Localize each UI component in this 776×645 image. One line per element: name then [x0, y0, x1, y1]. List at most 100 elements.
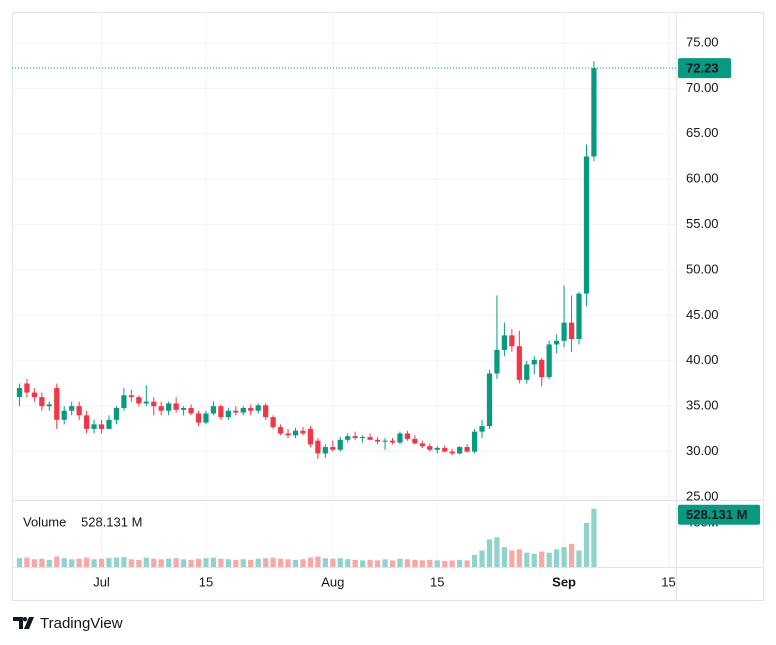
y-tick-label: 65.00 — [686, 125, 719, 140]
x-tick-label: 15 — [661, 574, 675, 589]
candle-body — [367, 437, 373, 440]
volume-bar — [315, 556, 321, 567]
last-price-box — [678, 58, 731, 79]
marks — [12, 61, 676, 567]
candle-body — [128, 395, 134, 398]
candle-body — [404, 433, 411, 439]
volume-bar — [583, 522, 590, 567]
candle-body — [54, 388, 60, 420]
volume-bar — [121, 557, 127, 567]
candle-body — [210, 406, 217, 414]
volume-bar — [255, 558, 261, 567]
candle-body — [501, 335, 508, 350]
x-tick-label: Jul — [93, 574, 110, 589]
volume-bar — [292, 559, 299, 567]
candle-body — [561, 322, 567, 341]
x-tick-label: Aug — [321, 574, 344, 589]
volume-bar — [464, 560, 470, 567]
volume-bar — [203, 558, 209, 567]
volume-bar — [195, 558, 202, 567]
volume-bar — [91, 559, 97, 567]
volume-bar — [300, 559, 306, 567]
time-axis: Jul 15 Aug 15 Sep 15 — [93, 574, 676, 589]
volume-bar — [486, 539, 493, 567]
volume-bar — [561, 547, 567, 567]
volume-bar — [471, 554, 478, 567]
candle-body — [374, 439, 381, 442]
candle-body — [277, 427, 284, 434]
candle-body — [315, 440, 321, 454]
volume-bar — [330, 558, 336, 567]
volume-bar — [270, 557, 276, 567]
candle-body — [486, 373, 493, 427]
volume-bar — [69, 559, 75, 567]
volume-legend-title: Volume — [23, 514, 66, 529]
volume-bar — [180, 559, 187, 567]
last-price-label: 72.23 — [686, 61, 719, 76]
candle-body — [69, 406, 75, 411]
candle-body — [143, 401, 149, 404]
candle-body — [203, 413, 209, 423]
volume-bar — [113, 557, 120, 567]
brand-name: TradingView — [40, 615, 123, 632]
volume-bar — [76, 558, 82, 567]
volume-bar — [568, 543, 575, 567]
last-volume-box — [678, 504, 760, 525]
x-tick-label: 15 — [430, 574, 444, 589]
volume-bar — [188, 559, 194, 567]
candle-body — [568, 322, 575, 339]
volume-bar — [24, 557, 30, 567]
volume-bar — [389, 560, 396, 567]
volume-bar — [143, 557, 149, 567]
candle-body — [24, 383, 30, 393]
candle-body — [576, 293, 582, 339]
volume-bar — [531, 553, 537, 567]
brand-logo — [13, 617, 34, 629]
volume-bar — [524, 552, 530, 567]
volume-bar — [479, 550, 485, 567]
volume-bar — [151, 558, 157, 567]
volume-bar — [322, 558, 328, 567]
volume-bar — [374, 560, 381, 567]
candle-body — [300, 430, 306, 434]
volume-bar — [576, 550, 582, 567]
x-tick-label: 15 — [199, 574, 213, 589]
volume-bar — [16, 558, 23, 567]
volume-bar — [546, 552, 552, 567]
candle-body — [292, 430, 299, 436]
x-tick-label: Sep — [552, 574, 576, 589]
candle-body — [218, 406, 224, 418]
candle-body — [98, 424, 105, 429]
volume-bar — [419, 560, 425, 567]
volume-bar — [158, 559, 164, 567]
volume-bar — [225, 559, 231, 567]
volume-bar — [554, 549, 560, 567]
candle-body — [285, 433, 291, 436]
volume-bar — [233, 559, 239, 567]
candle-body — [121, 395, 127, 409]
candle-body — [106, 419, 112, 429]
candle-body — [83, 415, 90, 429]
candle-body — [263, 405, 269, 418]
candle-body — [180, 408, 187, 410]
volume-bar — [427, 559, 433, 567]
candle-body — [61, 410, 67, 420]
candle-body — [509, 335, 515, 347]
candle-body — [188, 408, 194, 414]
candle-body — [136, 397, 142, 404]
candle-body — [195, 413, 202, 423]
candle-body — [583, 156, 590, 294]
volume-bar — [442, 560, 448, 567]
volume-bar — [83, 557, 90, 567]
volume-bar — [591, 508, 597, 567]
y-tick-label: 50.00 — [686, 261, 719, 276]
volume-bar — [449, 560, 455, 567]
candle-body — [91, 424, 97, 429]
candle-body — [166, 403, 172, 411]
volume-legend-value: 528.131 M — [81, 514, 142, 529]
volume-bar — [285, 559, 291, 567]
volume-bar — [61, 558, 67, 567]
candle-body — [173, 403, 179, 410]
candle-body — [531, 359, 537, 365]
